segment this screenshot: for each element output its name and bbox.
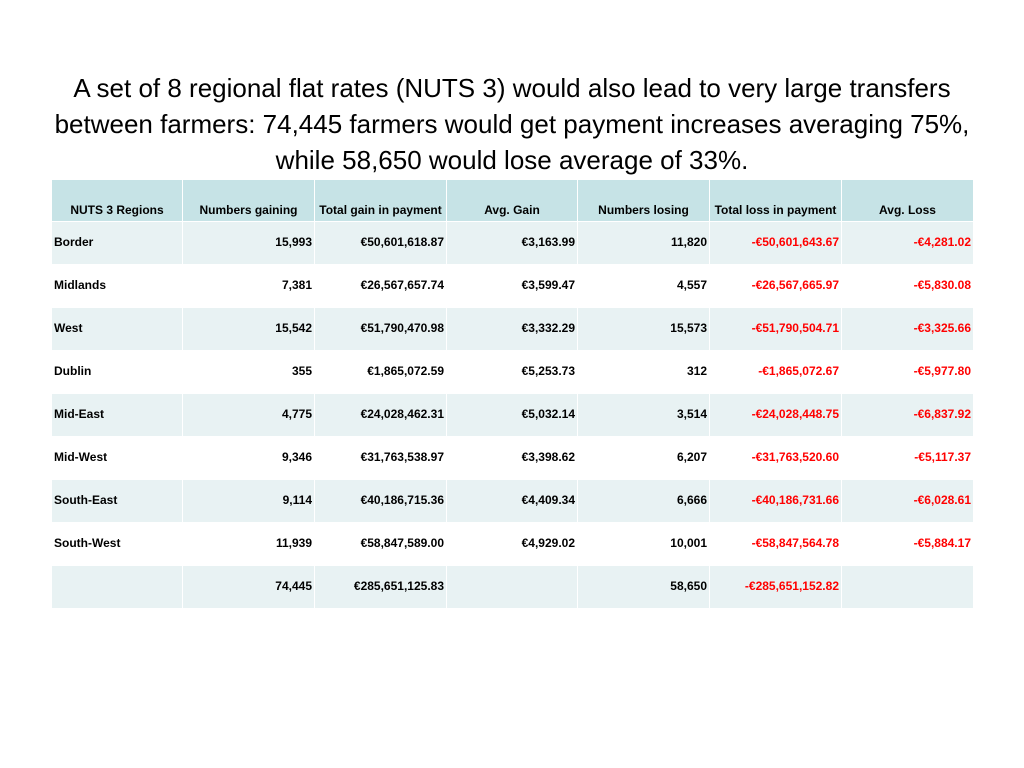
cell-total-gain: €51,790,470.98: [314, 307, 447, 351]
cell-avg-gain: [446, 565, 578, 609]
cell-numbers-losing: 10,001: [577, 522, 710, 566]
cell-total-gain: €50,601,618.87: [314, 221, 447, 265]
cell-numbers-losing: 4,557: [577, 264, 710, 308]
cell-numbers-gaining: 7,381: [182, 264, 315, 308]
table-header-row: NUTS 3 Regions Numbers gaining Total gai…: [51, 180, 974, 222]
cell-total-gain: €1,865,072.59: [314, 350, 447, 394]
header-numbers-losing: Numbers losing: [577, 180, 710, 222]
cell-numbers-losing: 11,820: [577, 221, 710, 265]
cell-total-numbers-losing: 58,650: [577, 565, 710, 609]
cell-region: Border: [51, 221, 183, 265]
cell-region: South-West: [51, 522, 183, 566]
header-total-gain: Total gain in payment: [314, 180, 447, 222]
cell-total-gain: €58,847,589.00: [314, 522, 447, 566]
cell-total-loss: -€50,601,643.67: [709, 221, 842, 265]
table-row: South-East 9,114 €40,186,715.36 €4,409.3…: [51, 479, 974, 523]
cell-avg-loss: -€5,977.80: [841, 350, 974, 394]
cell-avg-loss: -€5,830.08: [841, 264, 974, 308]
slide-title: A set of 8 regional flat rates (NUTS 3) …: [54, 73, 970, 175]
cell-avg-loss: -€6,028.61: [841, 479, 974, 523]
cell-region: Dublin: [51, 350, 183, 394]
cell-region: Mid-East: [51, 393, 183, 437]
cell-region: [51, 565, 183, 609]
cell-numbers-losing: 6,207: [577, 436, 710, 480]
header-avg-gain: Avg. Gain: [446, 180, 578, 222]
table-row: West 15,542 €51,790,470.98 €3,332.29 15,…: [51, 307, 974, 351]
cell-avg-loss: -€5,884.17: [841, 522, 974, 566]
cell-avg-gain: €4,409.34: [446, 479, 578, 523]
cell-avg-gain: €4,929.02: [446, 522, 578, 566]
cell-numbers-losing: 312: [577, 350, 710, 394]
table-row: Mid-East 4,775 €24,028,462.31 €5,032.14 …: [51, 393, 974, 437]
cell-total-gain: €24,028,462.31: [314, 393, 447, 437]
cell-avg-loss: [841, 565, 974, 609]
cell-avg-gain: €5,032.14: [446, 393, 578, 437]
cell-avg-loss: -€4,281.02: [841, 221, 974, 265]
cell-region: Midlands: [51, 264, 183, 308]
cell-numbers-gaining: 9,346: [182, 436, 315, 480]
cell-avg-gain: €3,599.47: [446, 264, 578, 308]
cell-avg-loss: -€6,837.92: [841, 393, 974, 437]
table-row: Border 15,993 €50,601,618.87 €3,163.99 1…: [51, 221, 974, 265]
cell-total-loss: -€40,186,731.66: [709, 479, 842, 523]
cell-avg-gain: €3,163.99: [446, 221, 578, 265]
nuts3-payments-table: NUTS 3 Regions Numbers gaining Total gai…: [51, 180, 974, 609]
cell-avg-gain: €3,332.29: [446, 307, 578, 351]
cell-numbers-losing: 3,514: [577, 393, 710, 437]
cell-total-loss: -€58,847,564.78: [709, 522, 842, 566]
cell-numbers-losing: 15,573: [577, 307, 710, 351]
table-row: Dublin 355 €1,865,072.59 €5,253.73 312 -…: [51, 350, 974, 394]
cell-avg-loss: -€3,325.66: [841, 307, 974, 351]
cell-region: West: [51, 307, 183, 351]
header-region: NUTS 3 Regions: [51, 180, 183, 222]
cell-total-loss: -€1,865,072.67: [709, 350, 842, 394]
cell-total-gain: €40,186,715.36: [314, 479, 447, 523]
table-row: South-West 11,939 €58,847,589.00 €4,929.…: [51, 522, 974, 566]
cell-numbers-gaining: 9,114: [182, 479, 315, 523]
cell-numbers-gaining: 355: [182, 350, 315, 394]
table-row: Midlands 7,381 €26,567,657.74 €3,599.47 …: [51, 264, 974, 308]
cell-total-loss-sum: -€285,651,152.82: [709, 565, 842, 609]
cell-region: Mid-West: [51, 436, 183, 480]
cell-total-loss: -€24,028,448.75: [709, 393, 842, 437]
cell-numbers-gaining: 15,542: [182, 307, 315, 351]
header-avg-loss: Avg. Loss: [841, 180, 974, 222]
cell-total-loss: -€26,567,665.97: [709, 264, 842, 308]
cell-numbers-losing: 6,666: [577, 479, 710, 523]
cell-total-numbers-gaining: 74,445: [182, 565, 315, 609]
cell-numbers-gaining: 4,775: [182, 393, 315, 437]
cell-region: South-East: [51, 479, 183, 523]
header-total-loss: Total loss in payment: [709, 180, 842, 222]
cell-total-loss: -€31,763,520.60: [709, 436, 842, 480]
cell-avg-gain: €5,253.73: [446, 350, 578, 394]
cell-avg-gain: €3,398.62: [446, 436, 578, 480]
cell-total-gain: €26,567,657.74: [314, 264, 447, 308]
cell-numbers-gaining: 11,939: [182, 522, 315, 566]
table-row: Mid-West 9,346 €31,763,538.97 €3,398.62 …: [51, 436, 974, 480]
cell-avg-loss: -€5,117.37: [841, 436, 974, 480]
cell-total-loss: -€51,790,504.71: [709, 307, 842, 351]
cell-numbers-gaining: 15,993: [182, 221, 315, 265]
table-totals-row: 74,445 €285,651,125.83 58,650 -€285,651,…: [51, 565, 974, 609]
cell-total-gain: €31,763,538.97: [314, 436, 447, 480]
header-numbers-gaining: Numbers gaining: [182, 180, 315, 222]
cell-total-gain-sum: €285,651,125.83: [314, 565, 447, 609]
